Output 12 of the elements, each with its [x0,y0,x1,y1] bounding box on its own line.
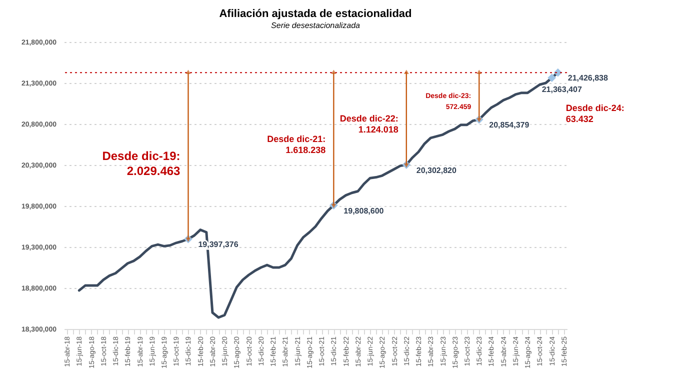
data-label: 21,426,838 [568,74,608,83]
data-label: 20,854,379 [489,120,530,130]
data-label: 20,302,820 [416,166,457,175]
point [548,74,556,82]
annotation: Desde dic-24: 63.432 [566,102,624,124]
annotation: Desde dic-21: 1.618.238 [267,134,326,155]
annotation: Desde dic-19: 2.029.463 [102,148,181,178]
chart-subtitle: Serie desestacionalizada [271,21,361,30]
chart-title: Afiliación ajustada de estacionalidad [219,8,412,20]
data-label: 19,808,600 [344,206,384,216]
data-label: 21,363,407 [542,84,582,94]
annotation: Desde dic-22: 1.124.018 [340,114,398,135]
